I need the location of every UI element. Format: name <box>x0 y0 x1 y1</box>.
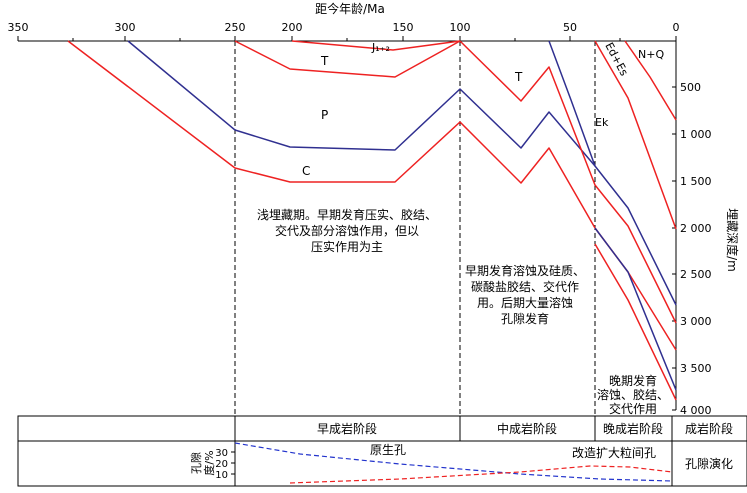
top-axis-tick-label: 250 <box>225 21 246 34</box>
ed-es-base-curve <box>594 40 677 230</box>
top-axis: 距今年龄/Ma 350 300 250 200 150 100 50 0 <box>8 1 680 42</box>
primary-porosity-label: 原生孔 <box>370 443 406 457</box>
blue-lower-curve <box>594 227 677 391</box>
depth-tick-label: 4 000 <box>680 404 712 417</box>
annotation-line: 浅埋藏期。早期发育压实、胶结、 <box>257 207 437 222</box>
depth-tick-label: 1 000 <box>680 128 712 141</box>
stratum-label: N+Q <box>638 48 664 61</box>
stage-label-middle: 中成岩阶段 <box>497 421 557 436</box>
stratum-label: J₁₊₂ <box>371 41 390 54</box>
burial-curves <box>67 40 677 401</box>
strata-labels: J₁₊₂ T P C T Ek Ed+Es N+Q <box>302 40 664 178</box>
stratum-label: Ed+Es <box>602 40 630 78</box>
t-base-curve <box>234 40 461 78</box>
depth-axis: 500 1 000 1 500 2 000 2 500 3 000 3 500 … <box>672 41 740 417</box>
porosity-ylabel-line: 度/% <box>202 450 216 475</box>
depth-axis-ticks <box>672 86 676 411</box>
depth-tick-label: 2 500 <box>680 268 712 281</box>
annotation-line: 用。后期大量溶蚀 <box>477 295 573 310</box>
annotation-late-stage: 晚期发育 溶蚀、胶结、 交代作用 <box>597 373 669 416</box>
annotation-line: 晚期发育 <box>609 373 657 388</box>
top-axis-title: 距今年龄/Ma <box>315 1 385 16</box>
annotation-line: 孔隙发育 <box>501 311 549 326</box>
porosity-tick-label: 30 <box>215 448 228 459</box>
depth-tick-label: 3 000 <box>680 315 712 328</box>
porosity-tick-label: 20 <box>215 459 228 470</box>
porosity-row-label: 孔隙演化 <box>685 456 733 471</box>
stage-row-label: 成岩阶段 <box>685 421 733 436</box>
top-axis-tick-label: 200 <box>282 21 303 34</box>
primary-porosity-curve <box>234 442 673 482</box>
t-middle-curve <box>459 40 677 324</box>
top-axis-tick-label: 300 <box>115 21 136 34</box>
annotation-line: 交代及部分溶蚀作用，但以 <box>275 223 419 238</box>
annotation-middle-stage: 早期发育溶蚀及硅质、 碳酸盐胶结、交代作 用。后期大量溶蚀 孔隙发育 <box>465 263 585 326</box>
top-axis-tick-label: 350 <box>8 21 29 34</box>
stage-labels: 早成岩阶段 中成岩阶段 晚成岩阶段 成岩阶段 <box>317 421 733 436</box>
annotation-early-stage: 浅埋藏期。早期发育压实、胶结、 交代及部分溶蚀作用，但以 压实作用为主 <box>257 207 437 254</box>
secondary-porosity-label: 改造扩大粒间孔 <box>572 445 656 460</box>
depth-tick-label: 3 500 <box>680 362 712 375</box>
stratum-label: T <box>320 54 329 68</box>
top-axis-tick-label: 150 <box>393 21 414 34</box>
nq-base-curve <box>624 40 677 121</box>
top-axis-tick-label: 50 <box>563 21 577 34</box>
annotation-line: 溶蚀、胶结、 <box>597 387 669 402</box>
porosity-ylabel-line: 孔隙 <box>189 452 203 474</box>
porosity-tick-label: 10 <box>215 470 228 481</box>
stratum-label: P <box>321 108 328 122</box>
stratum-label: T <box>514 70 523 84</box>
annotation-line: 早期发育溶蚀及硅质、 <box>465 263 585 278</box>
stratum-label: C <box>302 164 310 178</box>
porosity-row: 孔隙 度/% 30 20 10 原生孔 改造扩大粒间孔 孔隙演化 <box>189 442 733 484</box>
annotation-line: 压实作用为主 <box>311 239 383 254</box>
top-axis-tick-label: 0 <box>673 21 680 34</box>
stratum-label: Ek <box>595 116 609 129</box>
depth-tick-label: 2 000 <box>680 222 712 235</box>
top-axis-ticks <box>17 36 677 41</box>
c-base-curve <box>67 40 677 351</box>
annotation-line: 交代作用 <box>609 401 657 416</box>
depth-tick-label: 500 <box>680 81 701 94</box>
ek-base-curve <box>548 40 596 167</box>
stage-label-early: 早成岩阶段 <box>317 421 377 436</box>
j12-base-curve <box>291 40 461 51</box>
p-base-curve <box>127 40 677 306</box>
secondary-porosity-curve <box>289 465 673 484</box>
stage-label-late: 晚成岩阶段 <box>603 421 663 436</box>
c-lower-curve <box>594 243 677 401</box>
depth-tick-label: 1 500 <box>680 175 712 188</box>
depth-axis-title: 埋藏深度/m <box>725 208 740 272</box>
top-axis-tick-label: 100 <box>450 21 471 34</box>
annotation-line: 碳酸盐胶结、交代作 <box>471 279 579 294</box>
